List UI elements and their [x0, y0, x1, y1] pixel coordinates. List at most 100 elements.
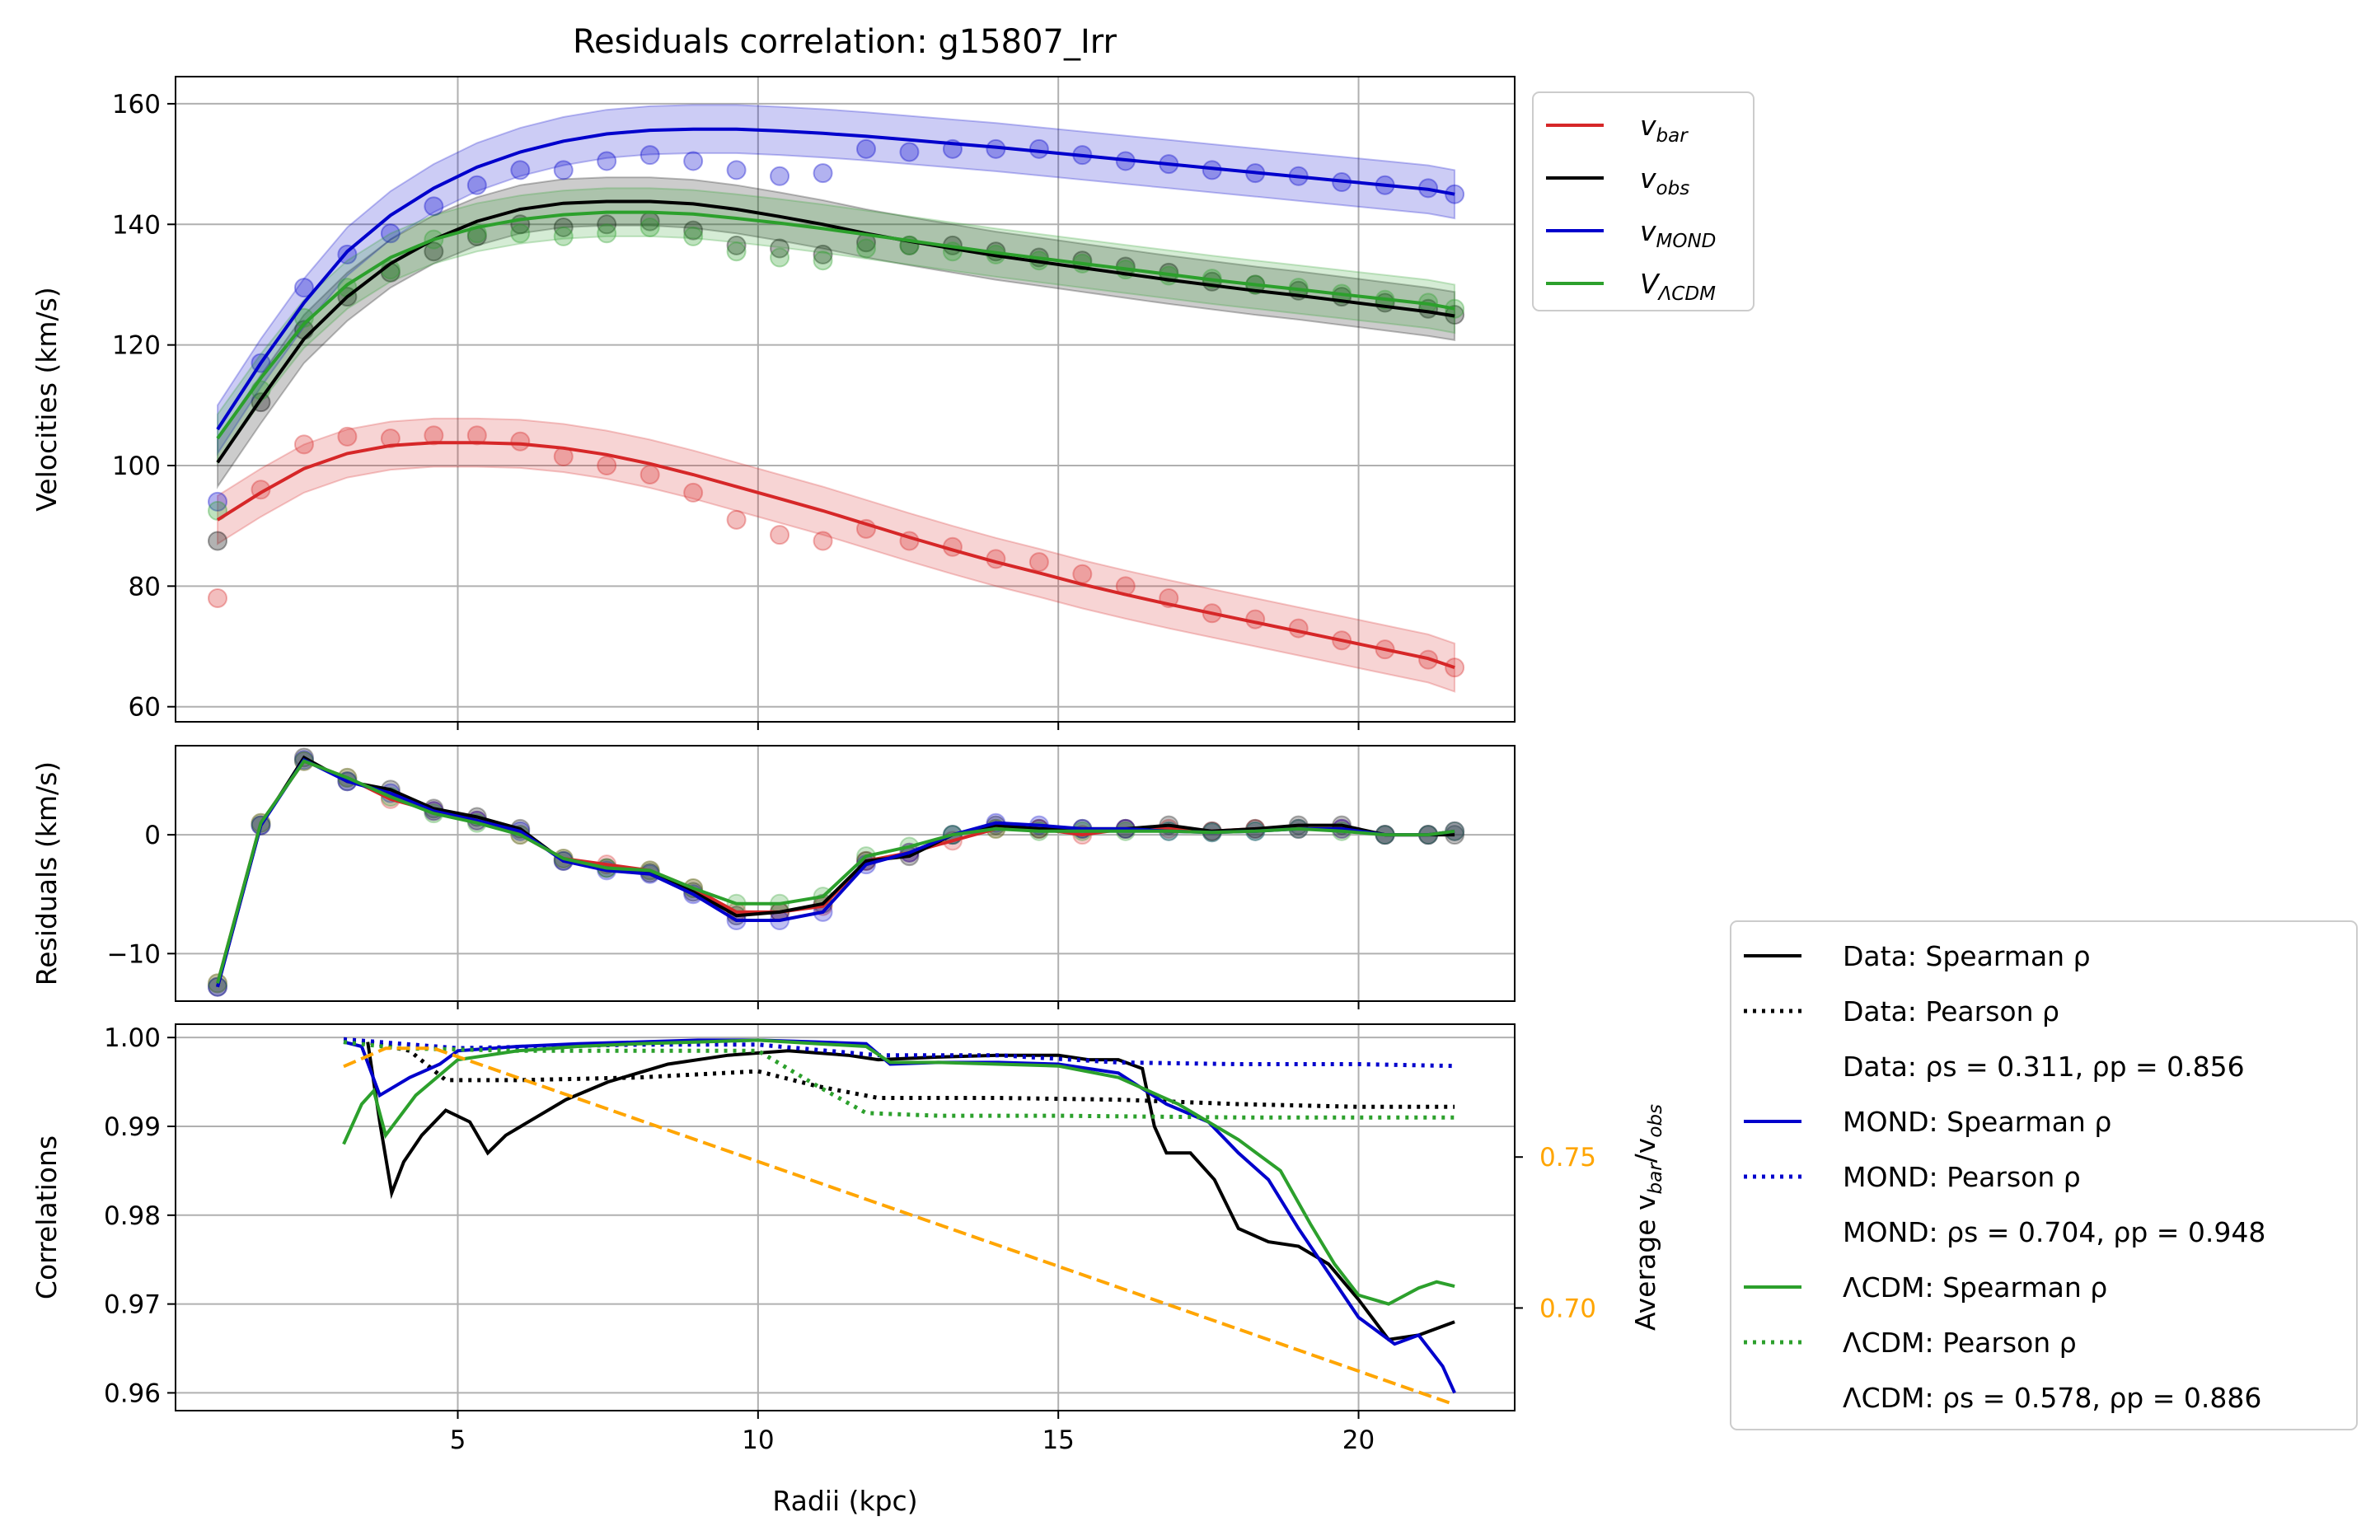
- data-point-vbar: [1028, 552, 1049, 573]
- legend-entry: MOND: ρs = 0.704, ρp = 0.948: [1843, 1216, 2265, 1248]
- data-point-vbar: [337, 426, 358, 447]
- svg-text:vMOND: vMOND: [1640, 215, 1716, 252]
- data-point-vlcdm: [597, 223, 617, 244]
- residual-line-res_lcdm: [216, 759, 1455, 984]
- data-point-vbar: [1445, 658, 1465, 678]
- y-axis-label: Residuals (km/s): [30, 761, 63, 985]
- data-point-vobs: [683, 220, 704, 241]
- x-axis-label: Radii (kpc): [772, 1485, 917, 1517]
- y-tick-label: 0.98: [104, 1201, 161, 1231]
- corr-line-lcdm_pearson: [343, 1040, 1455, 1120]
- band-vobs: [217, 176, 1456, 489]
- data-point-vmond: [553, 160, 574, 180]
- data-point-vbar: [1245, 609, 1266, 630]
- data-point-vmond: [510, 160, 531, 180]
- correlation-legend: Data: Spearman ρ Data: Pearson ρ Data: ρs …: [1730, 920, 2358, 1430]
- data-point-vbar: [770, 525, 790, 545]
- data-point-vmond: [597, 151, 617, 171]
- data-point-vmond: [640, 145, 660, 166]
- legend-item-vbar: vbar: [1546, 110, 1689, 147]
- svg-text:MOND: Spearman ρ: MOND: Spearman ρ: [1843, 1106, 2111, 1138]
- data-point-vmond: [466, 175, 487, 195]
- y-tick-label: 100: [112, 452, 161, 481]
- y-tick-label: 1.00: [104, 1023, 161, 1053]
- data-point-vmond: [856, 138, 877, 159]
- legend-item-vlcdm: VΛCDM: [1546, 268, 1716, 305]
- x-tick-label: 20: [1342, 1425, 1375, 1455]
- band-vlcdm: [217, 187, 1456, 466]
- residuals-panel: −10 0 Residuals (km/s): [30, 745, 1516, 1009]
- data-point-vbar: [1072, 564, 1093, 584]
- velocities-panel: 60 80 100 120 140 160 Velocities (km/s): [30, 76, 1516, 730]
- data-point-vlcdm: [813, 250, 833, 271]
- data-point-vmond: [683, 151, 704, 171]
- svg-text:Data: Pearson ρ: Data: Pearson ρ: [1843, 995, 2059, 1027]
- legend-entry: ΛCDM: Spearman ρ: [1744, 1271, 2107, 1304]
- data-point-vmond: [293, 278, 314, 298]
- y-tick-label: 0.99: [104, 1112, 161, 1142]
- x-tick-label: 5: [450, 1425, 466, 1455]
- corr-line-data_pearson: [344, 1040, 1455, 1109]
- legend-item-vmond: vMOND: [1546, 215, 1716, 252]
- right-axis-label: Average vbar/vobs: [1629, 1104, 1666, 1331]
- svg-text:VΛCDM: VΛCDM: [1640, 268, 1716, 305]
- svg-text:vobs: vobs: [1640, 162, 1689, 199]
- legend-item-vobs: vobs: [1546, 162, 1689, 199]
- legend-entry: MOND: Pearson ρ: [1744, 1161, 2081, 1193]
- data-point-vmond: [813, 163, 833, 184]
- y-tick-label: 0: [144, 821, 161, 850]
- legend-entry: ΛCDM: Pearson ρ: [1744, 1327, 2077, 1359]
- svg-text:vbar: vbar: [1640, 110, 1689, 147]
- data-point-vmond: [726, 160, 747, 180]
- legend-entry: Data: Spearman ρ: [1744, 940, 2091, 972]
- data-point-vbar: [640, 464, 660, 484]
- legend-entry: MOND: Spearman ρ: [1744, 1106, 2111, 1138]
- band-vbar: [217, 417, 1456, 693]
- svg-text:Data: ρs = 0.311, ρp = 0.856: Data: ρs = 0.311, ρp = 0.856: [1843, 1051, 2245, 1083]
- y-tick-label: 120: [112, 331, 161, 361]
- corr-line-lcdm_spearman: [342, 1038, 1455, 1306]
- y-tick-label: 160: [112, 90, 161, 119]
- corr-line-data_spearman: [366, 1041, 1455, 1341]
- fit-line-vlcdm: [216, 210, 1455, 440]
- y-tick-label: 0.97: [104, 1290, 161, 1320]
- legend-entry: ΛCDM: ρs = 0.578, ρp = 0.886: [1843, 1382, 2261, 1414]
- data-point-vlcdm: [640, 217, 660, 237]
- data-point-vmond: [424, 196, 444, 217]
- data-point-vbar: [726, 509, 747, 530]
- fit-line-vbar: [216, 441, 1455, 669]
- correlations-panel: 5 10 15 20 1.00 0.99 0.98 0.97 0.96 Correlations 0…: [30, 1023, 1666, 1517]
- data-point-vbar: [293, 434, 314, 455]
- svg-text:ΛCDM: ρs = 0.578, ρp = 0.886: ΛCDM: ρs = 0.578, ρp = 0.886: [1843, 1382, 2261, 1414]
- data-point-vobs: [424, 241, 444, 262]
- data-point-vlcdm: [856, 238, 877, 259]
- band-vmond: [217, 104, 1456, 456]
- y-axis-label: Velocities (km/s): [30, 287, 63, 511]
- data-point-vobs: [726, 235, 747, 255]
- data-point-vlcdm: [683, 226, 704, 246]
- y-tick-label: 0.96: [104, 1379, 161, 1408]
- data-point-vmond: [899, 142, 920, 162]
- svg-text:Data: Spearman ρ: Data: Spearman ρ: [1843, 940, 2091, 972]
- data-point-vmond: [208, 491, 228, 512]
- data-point-vbar: [597, 455, 617, 475]
- x-tick-label: 10: [742, 1425, 774, 1455]
- data-point-vobs: [553, 217, 574, 237]
- svg-text:MOND: Pearson ρ: MOND: Pearson ρ: [1843, 1161, 2081, 1193]
- y-tick-label: −10: [107, 939, 161, 969]
- data-point-vobs: [597, 214, 617, 235]
- data-point-vlcdm: [726, 241, 747, 262]
- series-vbar: [208, 417, 1465, 693]
- series-vobs: [208, 176, 1465, 551]
- x-tick-label: 15: [1042, 1425, 1074, 1455]
- svg-text:ΛCDM: Spearman ρ: ΛCDM: Spearman ρ: [1843, 1271, 2107, 1304]
- corr-line-avg_ratio: [343, 1046, 1455, 1407]
- y-tick-label: 80: [129, 572, 161, 601]
- y-tick-label: 140: [112, 210, 161, 240]
- data-point-vobs: [813, 244, 833, 264]
- data-point-vbar: [380, 428, 401, 449]
- data-point-vbar: [424, 425, 444, 446]
- svg-text:MOND: ρs = 0.704, ρp = 0.948: MOND: ρs = 0.704, ρp = 0.948: [1843, 1216, 2265, 1248]
- legend-entry: Data: ρs = 0.311, ρp = 0.856: [1843, 1051, 2245, 1083]
